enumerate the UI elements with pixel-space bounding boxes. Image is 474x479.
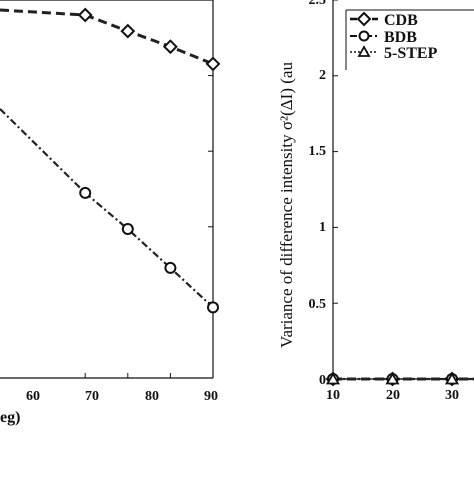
- circle-marker: [79, 186, 92, 199]
- left-series-extension: [0, 8, 86, 17]
- circle-marker: [207, 301, 219, 314]
- left-plot-series: [0, 7, 221, 314]
- legend-label-5-step: 5-STEP: [384, 45, 438, 62]
- right-x-tick-label: 20: [386, 388, 400, 403]
- right-y-tick-label: 0: [319, 373, 326, 388]
- right-panel: 0 0.5 1 1.5 2 2.5 10 20 30 Variance of d…: [277, 0, 474, 403]
- right-y-tick-label: 1: [319, 220, 326, 235]
- right-x-tick-label: 10: [326, 388, 340, 403]
- right-y-axis-title: Variance of difference intensity σ²(ΔI) …: [277, 62, 296, 348]
- legend-item-cdb: CDB: [350, 11, 418, 29]
- triangle-marker: [325, 372, 341, 385]
- left-series-extension: [0, 108, 86, 194]
- left-x-tick-label: 90: [204, 389, 218, 404]
- left-series-line: [84, 192, 214, 309]
- legend-item-5-step: 5-STEP: [350, 45, 438, 62]
- right-plot-series: [325, 371, 474, 387]
- left-x-tick-label: 80: [145, 389, 159, 404]
- legend-item-bdb: BDB: [350, 29, 417, 46]
- circle-marker: [121, 223, 134, 236]
- triangle-marker-icon: [357, 45, 371, 57]
- left-x-tick-label: 70: [85, 389, 99, 404]
- left-x-axis-title: eg): [0, 409, 20, 426]
- right-y-tick-label: 2: [319, 68, 326, 83]
- diamond-marker: [77, 7, 93, 23]
- left-x-tick-label: 60: [26, 389, 40, 404]
- triangle-marker: [444, 372, 460, 385]
- diamond-marker: [205, 56, 221, 72]
- circle-marker-icon: [358, 30, 370, 42]
- right-x-tick-label: 30: [445, 388, 459, 403]
- circle-marker: [164, 261, 177, 274]
- right-y-tick-label: 1.5: [309, 144, 327, 159]
- left-panel: 60 70 80 90 eg): [0, 0, 221, 426]
- right-y-tick-label: 2.5: [309, 0, 327, 8]
- triangle-marker: [385, 372, 400, 385]
- legend: CDB BDB 5-STEP: [345, 9, 474, 70]
- right-y-tick-label: 0.5: [309, 297, 327, 312]
- diamond-marker-icon: [356, 11, 372, 27]
- diamond-marker: [162, 39, 178, 55]
- diamond-marker: [120, 23, 136, 39]
- legend-label-bdb: BDB: [384, 29, 417, 46]
- left-series-line: [84, 13, 214, 66]
- legend-label-cdb: CDB: [384, 12, 418, 29]
